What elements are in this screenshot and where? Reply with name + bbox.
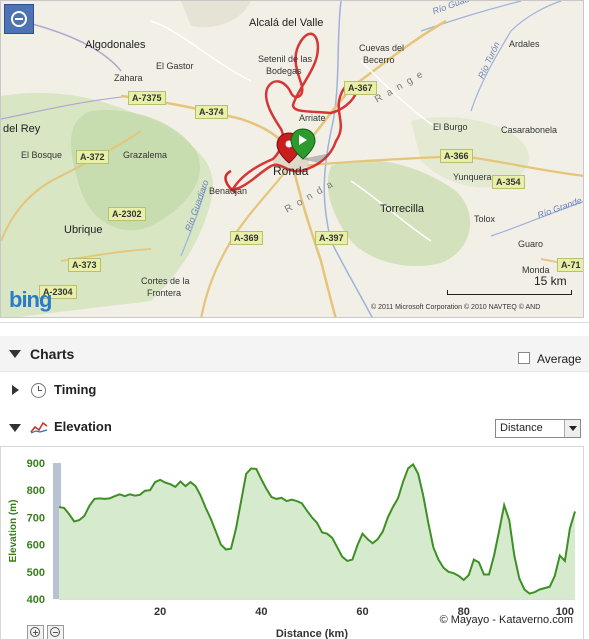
- timing-label[interactable]: Timing: [54, 382, 97, 397]
- place-label: Becerro: [363, 55, 395, 65]
- average-label[interactable]: Average: [537, 352, 582, 366]
- place-label: El Bosque: [21, 150, 63, 160]
- expand-timing-icon[interactable]: [12, 385, 19, 395]
- map-scale-bar: [447, 290, 572, 295]
- map-zoom-out-button[interactable]: [4, 4, 34, 34]
- place-label: Casarabonela: [501, 125, 558, 135]
- road-label: A-397: [315, 231, 348, 245]
- road-label: A-7375: [128, 91, 166, 105]
- road-label: A-71: [557, 258, 583, 272]
- x-tick-label: 100: [556, 606, 574, 618]
- road-label: A-372: [76, 150, 109, 164]
- y-tick-label: 600: [27, 540, 45, 552]
- y-tick-label: 800: [27, 485, 45, 497]
- place-label: Ronda: [273, 164, 309, 178]
- road-label: A-373: [68, 258, 101, 272]
- y-axis-label: Elevation (m): [8, 500, 19, 563]
- chart-credit: © Mayayo - Kataverno.com: [440, 614, 573, 626]
- place-label: Arriate: [299, 113, 326, 123]
- place-label: Tolox: [474, 214, 496, 224]
- average-checkbox[interactable]: [518, 352, 530, 364]
- timing-row[interactable]: Timing: [0, 374, 589, 408]
- road-label: A-369: [230, 231, 263, 245]
- place-label: Frontera: [147, 288, 182, 298]
- elevation-chart-icon: [30, 421, 48, 434]
- place-label: Monda: [522, 265, 550, 275]
- x-axis-label: Distance (km): [276, 628, 348, 639]
- section-divider: [0, 322, 589, 323]
- road-label: A-367: [344, 81, 377, 95]
- place-label: El Gastor: [156, 61, 194, 71]
- elevation-label[interactable]: Elevation: [54, 419, 112, 434]
- bing-logo: bing: [9, 287, 52, 312]
- place-label: Cuevas del: [359, 43, 405, 53]
- place-label: Algodonales: [85, 39, 146, 51]
- y-tick-label: 500: [27, 567, 45, 579]
- place-label: Zahara: [114, 73, 143, 83]
- place-label: Guaro: [518, 239, 544, 249]
- elevation-area: [59, 464, 575, 599]
- y-tick-label: 900: [27, 458, 45, 470]
- chart-zoom-in-button[interactable]: [27, 625, 44, 639]
- chart-zoom-out-button[interactable]: [47, 625, 64, 639]
- place-label: Benaojan: [209, 186, 248, 196]
- xaxis-select-value: Distance: [500, 422, 543, 434]
- y-tick-label: 700: [27, 512, 45, 524]
- place-label: Alcalá del Valle: [249, 17, 324, 29]
- elevation-chart[interactable]: 400 500 600 700 800 900 20 40 60 80 100 Elevation (…: [0, 446, 584, 639]
- route-map[interactable]: Alcalá del Valle Algodonales El Gastor Zaha…: [0, 0, 584, 318]
- map-copyright: © 2011 Microsoft Corporation © 2010 NAVT…: [371, 304, 541, 311]
- place-label: El Burgo: [433, 122, 468, 132]
- collapse-elevation-icon[interactable]: [9, 424, 21, 432]
- elevation-row[interactable]: Elevation Distance: [0, 411, 589, 445]
- road-label: A-2304: [39, 285, 77, 299]
- road-label: A-354: [492, 175, 525, 189]
- x-tick-label: 80: [458, 606, 470, 618]
- collapse-charts-icon[interactable]: [9, 350, 21, 358]
- place-label: Cortes de la: [141, 276, 190, 286]
- place-label: Torrecilla: [380, 203, 425, 215]
- charts-panel-header[interactable]: Charts Average: [0, 336, 589, 372]
- charts-title: Charts: [30, 346, 75, 362]
- place-label: Ardales: [509, 39, 540, 49]
- x-tick-label: 20: [154, 606, 166, 618]
- x-tick-label: 40: [255, 606, 267, 618]
- x-tick-label: 60: [356, 606, 368, 618]
- place-label: Grazalema: [123, 150, 168, 160]
- chevron-down-icon[interactable]: [564, 420, 580, 437]
- road-label: A-2302: [108, 207, 146, 221]
- place-label: Bodegas: [266, 66, 302, 76]
- chart-range-handle: [53, 463, 61, 599]
- elevation-line: [58, 462, 576, 595]
- place-label: Setenil de las: [258, 54, 313, 64]
- xaxis-select[interactable]: Distance: [495, 419, 581, 438]
- map-scale-label: 15 km: [534, 274, 567, 288]
- place-label: Yunquera: [453, 172, 492, 182]
- zoom-out-icon: [11, 11, 27, 27]
- place-label: Ubrique: [64, 224, 103, 236]
- place-label: del Rey: [3, 123, 41, 135]
- zoom-in-icon: [30, 627, 40, 637]
- elevation-chart-svg: 400 500 600 700 800 900 20 40 60 80 100 Elevation (…: [8, 458, 576, 639]
- y-tick-label: 400: [27, 594, 45, 606]
- road-label: A-374: [195, 105, 228, 119]
- road-label: A-366: [440, 149, 473, 163]
- zoom-out-icon: [50, 627, 60, 637]
- clock-icon: [31, 383, 46, 398]
